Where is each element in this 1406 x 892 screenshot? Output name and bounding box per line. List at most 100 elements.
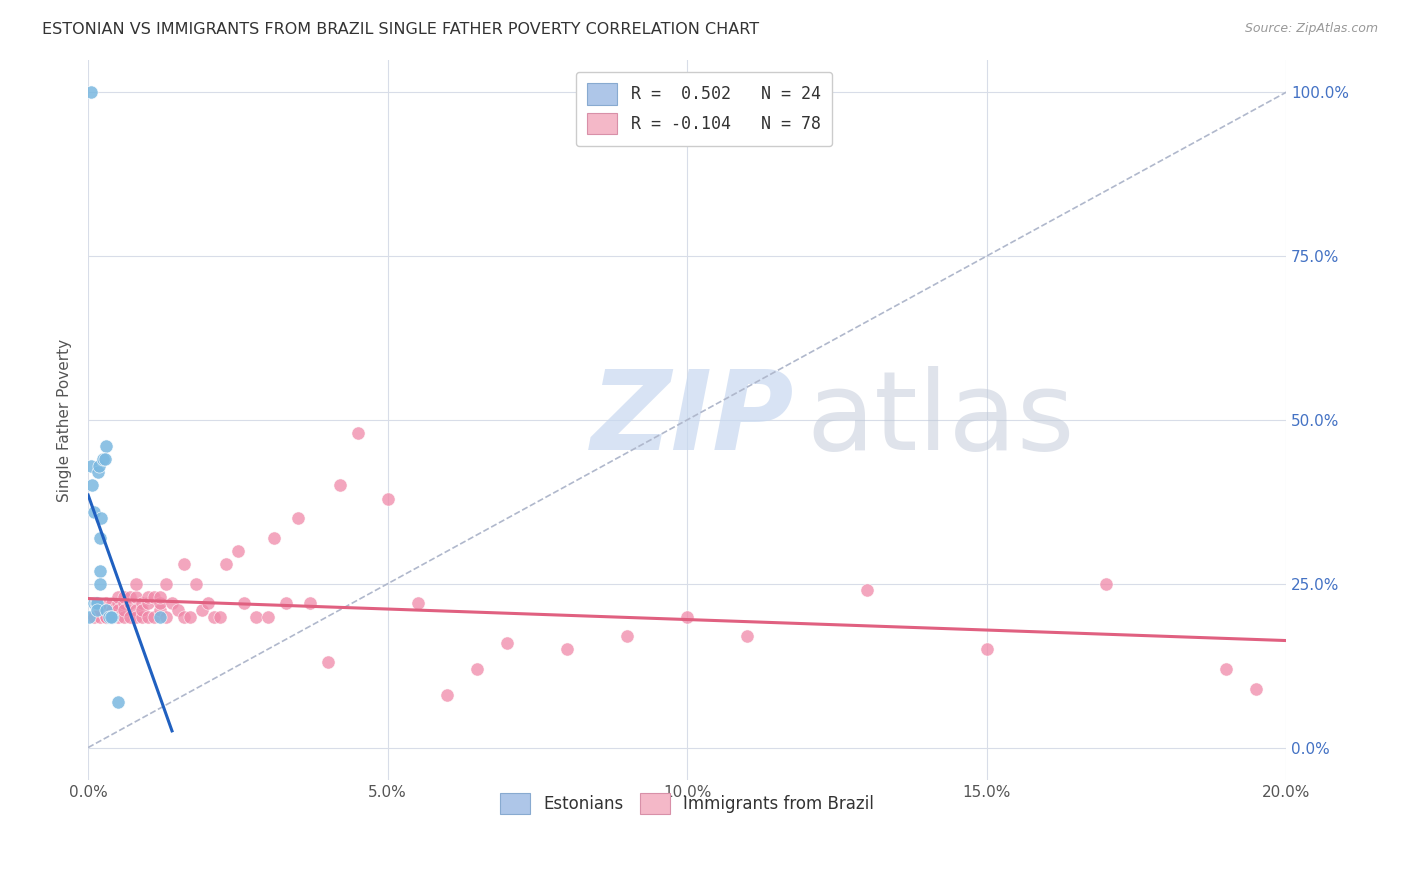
Point bbox=[191, 603, 214, 617]
Point bbox=[149, 603, 172, 617]
Point bbox=[263, 531, 285, 545]
Point bbox=[149, 590, 172, 604]
Point bbox=[173, 609, 195, 624]
Point bbox=[256, 609, 278, 624]
Point bbox=[94, 609, 117, 624]
Point bbox=[101, 603, 124, 617]
Point bbox=[120, 596, 142, 610]
Point bbox=[107, 695, 129, 709]
Point bbox=[855, 583, 877, 598]
Point bbox=[143, 590, 166, 604]
Point bbox=[467, 662, 489, 676]
Point bbox=[87, 458, 110, 473]
Point bbox=[377, 491, 399, 506]
Point bbox=[125, 576, 148, 591]
Point bbox=[107, 603, 129, 617]
Legend: Estonians, Immigrants from Brazil: Estonians, Immigrants from Brazil bbox=[488, 781, 886, 826]
Point bbox=[274, 596, 297, 610]
Point bbox=[346, 425, 368, 440]
Point bbox=[1244, 681, 1267, 696]
Point bbox=[287, 511, 309, 525]
Point bbox=[84, 596, 107, 610]
Point bbox=[202, 609, 225, 624]
Text: ZIP: ZIP bbox=[592, 367, 794, 474]
Point bbox=[94, 609, 117, 624]
Point bbox=[149, 609, 172, 624]
Point bbox=[83, 596, 105, 610]
Point bbox=[555, 642, 578, 657]
Point bbox=[184, 576, 207, 591]
Point bbox=[89, 603, 111, 617]
Point bbox=[232, 596, 254, 610]
Point bbox=[101, 609, 124, 624]
Point bbox=[226, 544, 249, 558]
Point bbox=[143, 609, 166, 624]
Point bbox=[89, 603, 111, 617]
Point bbox=[90, 511, 112, 525]
Point bbox=[94, 609, 117, 624]
Point bbox=[136, 590, 159, 604]
Point bbox=[160, 596, 183, 610]
Text: atlas: atlas bbox=[807, 367, 1076, 474]
Point bbox=[82, 478, 104, 492]
Point bbox=[94, 603, 117, 617]
Point bbox=[94, 603, 117, 617]
Point bbox=[167, 603, 190, 617]
Point bbox=[83, 505, 105, 519]
Point bbox=[98, 609, 121, 624]
Point bbox=[107, 596, 129, 610]
Point bbox=[112, 596, 135, 610]
Point bbox=[86, 603, 108, 617]
Point bbox=[79, 609, 101, 624]
Point bbox=[87, 466, 110, 480]
Point bbox=[112, 590, 135, 604]
Point bbox=[101, 603, 124, 617]
Point bbox=[436, 688, 458, 702]
Point bbox=[245, 609, 267, 624]
Point bbox=[101, 596, 124, 610]
Point bbox=[83, 609, 105, 624]
Point bbox=[120, 590, 142, 604]
Point bbox=[155, 576, 177, 591]
Point bbox=[125, 590, 148, 604]
Point bbox=[197, 596, 219, 610]
Point bbox=[89, 576, 111, 591]
Point bbox=[101, 609, 124, 624]
Text: Source: ZipAtlas.com: Source: ZipAtlas.com bbox=[1244, 22, 1378, 36]
Point bbox=[215, 557, 238, 571]
Point bbox=[107, 609, 129, 624]
Point bbox=[329, 478, 352, 492]
Point bbox=[496, 636, 519, 650]
Point bbox=[179, 609, 201, 624]
Point bbox=[125, 609, 148, 624]
Point bbox=[131, 596, 153, 610]
Point bbox=[107, 590, 129, 604]
Point bbox=[101, 609, 124, 624]
Point bbox=[94, 596, 117, 610]
Y-axis label: Single Father Poverty: Single Father Poverty bbox=[58, 338, 72, 501]
Point bbox=[976, 642, 998, 657]
Point bbox=[86, 596, 108, 610]
Point bbox=[125, 603, 148, 617]
Point bbox=[406, 596, 429, 610]
Point bbox=[155, 609, 177, 624]
Point bbox=[94, 452, 117, 467]
Text: ESTONIAN VS IMMIGRANTS FROM BRAZIL SINGLE FATHER POVERTY CORRELATION CHART: ESTONIAN VS IMMIGRANTS FROM BRAZIL SINGL… bbox=[42, 22, 759, 37]
Point bbox=[80, 86, 103, 100]
Point bbox=[100, 609, 122, 624]
Point bbox=[80, 458, 103, 473]
Point bbox=[112, 609, 135, 624]
Point bbox=[94, 439, 117, 453]
Point bbox=[1215, 662, 1237, 676]
Point bbox=[316, 656, 339, 670]
Point bbox=[120, 609, 142, 624]
Point bbox=[208, 609, 231, 624]
Point bbox=[136, 596, 159, 610]
Point bbox=[173, 557, 195, 571]
Point bbox=[298, 596, 321, 610]
Point bbox=[91, 452, 114, 467]
Point bbox=[1095, 576, 1118, 591]
Point bbox=[131, 603, 153, 617]
Point bbox=[136, 609, 159, 624]
Point bbox=[89, 564, 111, 578]
